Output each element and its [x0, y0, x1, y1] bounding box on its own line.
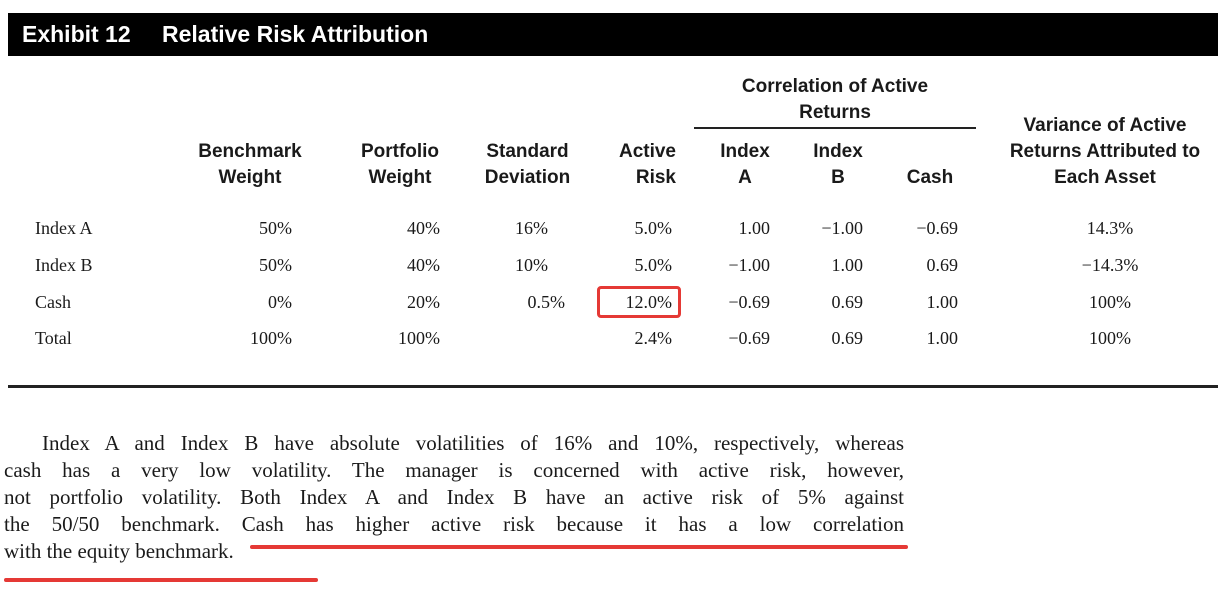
header-active-line1: Active [618, 141, 676, 162]
cell-portfolio-weight: 40% [407, 255, 440, 275]
cell-variance-attributed: 14.3% [1086, 218, 1134, 238]
exhibit-title-bar: Exhibit 12 Relative Risk Attribution [8, 13, 1218, 56]
row-label: Index B [35, 255, 93, 275]
header-variance: Variance of Active Returns Attributed to… [985, 113, 1225, 191]
row-label: Cash [35, 292, 71, 312]
header-cash: Cash [906, 167, 954, 188]
cell-corr-index-b: 0.69 [831, 328, 864, 348]
cell-corr-cash: 1.00 [926, 328, 959, 348]
header-benchmark-weight: Benchmark Weight [180, 139, 320, 191]
header-variance-line2: Returns Attributed to [1009, 141, 1201, 162]
active-risk-highlight-box [597, 286, 681, 318]
paragraph-line: the 50/50 benchmark. Cash has higher act… [4, 512, 904, 536]
cell-corr-index-a: −1.00 [728, 255, 770, 275]
header-std-line1: Standard [486, 141, 569, 162]
highlight-underline [250, 545, 908, 549]
cell-benchmark-weight: 50% [259, 255, 292, 275]
exhibit-title: Relative Risk Attribution [162, 21, 429, 47]
cell-benchmark-weight: 50% [259, 218, 292, 238]
cell-variance-attributed: 100% [1089, 292, 1131, 312]
cell-corr-index-b: 0.69 [831, 292, 864, 312]
cell-portfolio-weight: 20% [407, 292, 440, 312]
header-index-b-line2: B [831, 167, 845, 188]
header-portfolio-line1: Portfolio [360, 141, 440, 162]
header-correlation-line1: Correlation of Active [741, 76, 929, 97]
table-bottom-rule [8, 385, 1218, 388]
cell-portfolio-weight: 100% [398, 328, 440, 348]
cell-corr-index-b: −1.00 [821, 218, 863, 238]
cell-benchmark-weight: 0% [268, 292, 292, 312]
cell-corr-index-a: −0.69 [728, 328, 770, 348]
header-correlation-line2: Returns [799, 102, 871, 123]
cell-variance-attributed: −14.3% [1081, 255, 1139, 275]
body-paragraph: Index A and Index B have absolute volati… [4, 430, 904, 565]
paragraph-line: cash has a very low volatility. The mana… [4, 458, 904, 482]
header-variance-line3: Each Asset [1054, 167, 1156, 188]
cell-variance-attributed: 100% [1089, 328, 1131, 348]
header-benchmark-line2: Weight [218, 167, 282, 188]
cell-active-risk: 12.0% [625, 292, 673, 312]
cell-active-risk: 2.4% [634, 328, 673, 348]
cell-corr-index-b: 1.00 [831, 255, 864, 275]
cell-corr-index-a: 1.00 [738, 218, 771, 238]
header-standard-deviation: Standard Deviation [470, 139, 585, 191]
header-benchmark-line1: Benchmark [198, 141, 302, 162]
cell-standard-deviation: 10% [515, 255, 548, 275]
header-correlation-group: Correlation of Active Returns [700, 74, 970, 126]
paragraph-line: with the equity benchmark. [4, 539, 234, 563]
correlation-group-rule [694, 127, 976, 129]
row-label: Index A [35, 218, 93, 238]
header-std-line2: Deviation [484, 167, 571, 188]
cell-corr-index-a: −0.69 [728, 292, 770, 312]
header-index-b-line1: Index [813, 141, 863, 162]
cell-standard-deviation: 0.5% [527, 292, 566, 312]
row-label: Total [35, 328, 72, 348]
cell-corr-cash: −0.69 [916, 218, 958, 238]
cell-corr-cash: 0.69 [926, 255, 959, 275]
header-portfolio-weight: Portfolio Weight [335, 139, 465, 191]
header-variance-line1: Variance of Active [1023, 115, 1187, 136]
header-portfolio-line2: Weight [368, 167, 432, 188]
header-index-a: Index A [705, 139, 785, 191]
header-index-a-line2: A [738, 167, 752, 188]
header-active-risk: Active Risk [590, 139, 676, 191]
highlight-underline [4, 578, 318, 582]
header-index-b: Index B [798, 139, 878, 191]
cell-active-risk: 5.0% [634, 218, 673, 238]
cell-corr-cash: 1.00 [926, 292, 959, 312]
paragraph-line: not portfolio volatility. Both Index A a… [4, 485, 904, 509]
paragraph-line: Index A and Index B have absolute volati… [42, 431, 904, 455]
header-active-line2: Risk [635, 167, 676, 188]
cell-benchmark-weight: 100% [250, 328, 292, 348]
cell-portfolio-weight: 40% [407, 218, 440, 238]
header-index-a-line1: Index [720, 141, 770, 162]
exhibit-number: Exhibit 12 [22, 21, 131, 47]
cell-active-risk: 5.0% [634, 255, 673, 275]
cell-standard-deviation: 16% [515, 218, 548, 238]
